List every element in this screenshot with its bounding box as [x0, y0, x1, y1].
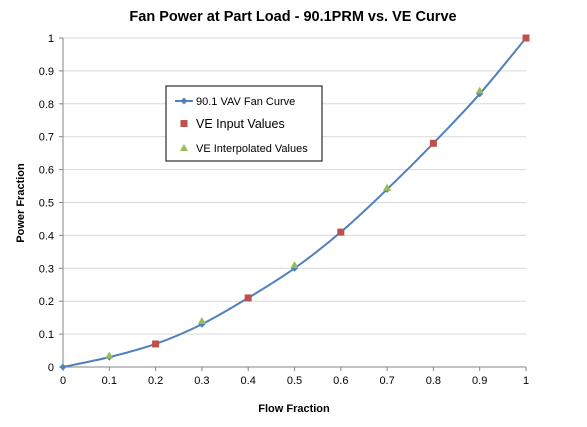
y-tick-label: 0.4: [39, 230, 54, 242]
chart-title: Fan Power at Part Load - 90.1PRM vs. VE …: [129, 9, 456, 25]
grid: [63, 37, 526, 335]
y-tick-label: 0.1: [39, 329, 54, 341]
y-tick-label: 1: [48, 33, 54, 45]
x-tick-label: 0.8: [426, 375, 441, 387]
y-axis-title: Power Fraction: [15, 163, 27, 243]
x-axis-title: Flow Fraction: [258, 403, 330, 415]
legend-label-ve-interpolated-values: VE Interpolated Values: [196, 143, 308, 155]
legend-square-marker: [180, 120, 188, 127]
y-tick-label: 0.5: [39, 198, 54, 210]
ve-input-point: [429, 139, 437, 147]
series-layer: [59, 34, 530, 371]
y-tick-labels: 0 0.1 0.2 0.3 0.4 0.5 0.6 0.7 0.8 0.9 1: [39, 33, 54, 374]
ve-interpolated-point: [105, 351, 114, 359]
legend-diamond-marker: [180, 97, 188, 105]
x-tick-label: 0.3: [194, 375, 209, 387]
ve-input-point: [337, 228, 345, 236]
ve-input-point: [152, 340, 160, 348]
x-tick-label: 0.9: [472, 375, 487, 387]
y-tick-label: 0.2: [39, 296, 54, 308]
ve-interpolated-point: [383, 183, 392, 191]
y-tick-label: 0.7: [39, 132, 54, 144]
x-tick-label: 0.4: [241, 375, 256, 387]
ve-interpolated-point: [475, 86, 484, 94]
y-tick-label: 0.8: [39, 99, 54, 111]
ve-interpolated-point: [290, 261, 299, 269]
x-tick-label: 1: [523, 375, 529, 387]
y-tick-label: 0.6: [39, 165, 54, 177]
x-tick-labels: 0 0.1 0.2 0.3 0.4 0.5 0.6 0.7 0.8 0.9 1: [60, 375, 529, 387]
ve-input-point: [244, 294, 252, 302]
x-tick-label: 0: [60, 375, 66, 387]
x-tick-label: 0.5: [287, 375, 302, 387]
x-tick-label: 0.6: [333, 375, 348, 387]
legend-label-vav-fan-curve: 90.1 VAV Fan Curve: [196, 96, 295, 108]
x-tick-label: 0.2: [148, 375, 163, 387]
legend-label-ve-input-values: VE Input Values: [196, 117, 285, 131]
legend: 90.1 VAV Fan Curve VE Input Values VE In…: [165, 85, 323, 162]
legend-box: [165, 85, 323, 162]
y-tick-label: 0.9: [39, 66, 54, 78]
vav-curve-point: [59, 363, 67, 371]
x-tick-label: 0.1: [102, 375, 117, 387]
y-tick-label: 0.3: [39, 263, 54, 275]
ve-input-point: [522, 34, 530, 42]
x-tick-label: 0.7: [379, 375, 394, 387]
legend-triangle-marker: [180, 144, 188, 151]
y-tick-label: 0: [48, 362, 54, 374]
axes: [59, 37, 527, 371]
ve-interpolated-point: [197, 316, 206, 324]
